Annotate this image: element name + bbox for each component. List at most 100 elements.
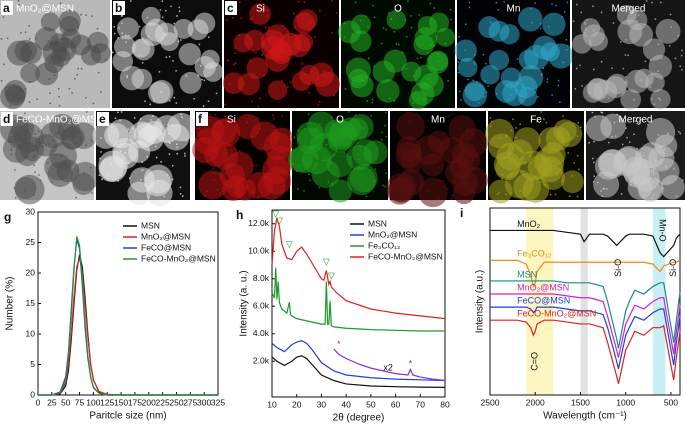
y-tick-label: 30 [26, 206, 36, 216]
speckle [573, 162, 575, 164]
speckle [495, 93, 498, 95]
speckle [654, 18, 657, 20]
speckle [565, 38, 568, 41]
speckle [154, 131, 156, 133]
speckle [343, 36, 346, 38]
speckle [182, 195, 184, 197]
particle [522, 176, 550, 203]
speckle [34, 171, 36, 174]
speckle [387, 12, 390, 14]
speckle [213, 151, 215, 153]
speckle [651, 197, 653, 199]
panel-label: MnO₂@MSN [16, 4, 74, 15]
speckle [559, 101, 561, 104]
speckle [530, 7, 532, 10]
annotation: Si-O [613, 259, 623, 277]
x-axis-label: 2θ (degree) [333, 413, 385, 424]
speckle [521, 86, 524, 88]
speckle [51, 43, 54, 46]
x-tick-label: 70 [416, 399, 426, 409]
speckle [415, 193, 418, 196]
speckle [459, 128, 461, 131]
speckle [401, 51, 404, 54]
speckle [168, 153, 171, 155]
speckle [38, 121, 40, 124]
speckle [49, 92, 51, 94]
particle [72, 172, 95, 196]
particle [383, 49, 407, 73]
speckle [53, 5, 55, 8]
legend-label: MnO₂@MSN [368, 229, 417, 239]
speckle [410, 26, 413, 29]
speckle [460, 99, 462, 101]
speckle [56, 132, 59, 134]
speckle [385, 28, 388, 31]
particle [488, 179, 513, 204]
speckle [173, 96, 176, 99]
speckle [457, 61, 460, 63]
legend-label: MSN [368, 218, 387, 228]
data-line [490, 229, 681, 258]
speckle [284, 171, 286, 174]
y-tick-label: 6.0k [253, 301, 270, 311]
particle [396, 111, 425, 141]
speckle [207, 36, 210, 39]
speckle [101, 178, 103, 181]
speckle [660, 57, 663, 60]
speckle [342, 121, 345, 123]
speckle [567, 45, 569, 47]
speckle [468, 1, 471, 4]
speckle [344, 88, 347, 90]
data-line [38, 254, 218, 396]
panel-letter: e [99, 112, 106, 126]
speckle [665, 166, 668, 169]
speckle [281, 80, 283, 82]
data-line [271, 339, 446, 382]
y-tick-label: 25 [26, 237, 36, 247]
speckle [304, 128, 306, 130]
panel-letter: b [115, 1, 122, 15]
speckle [36, 98, 38, 101]
annotation: ▽ [276, 215, 283, 225]
speckle [645, 0, 648, 2]
speckle [133, 117, 136, 119]
speckle [555, 4, 557, 7]
speckle [293, 136, 296, 139]
annotation: * [409, 358, 413, 368]
speckle [571, 137, 573, 139]
speckle [343, 151, 345, 154]
data-line [271, 355, 446, 388]
speckle [318, 79, 320, 81]
speckle [3, 63, 5, 66]
speckle [495, 1, 498, 4]
speckle [650, 169, 653, 172]
speckle [539, 27, 542, 30]
particle [59, 15, 80, 37]
speckle [172, 60, 174, 62]
speckle [317, 104, 320, 106]
speckle [110, 126, 113, 128]
x-tick-label: 50 [366, 399, 376, 409]
speckle [130, 0, 132, 2]
speckle [365, 15, 367, 17]
speckle [524, 188, 527, 191]
speckle [636, 147, 638, 150]
speckle [680, 54, 683, 57]
legend-label: FeCO-MnO₂@MSN [368, 251, 443, 261]
speckle [184, 155, 186, 157]
speckle [484, 79, 486, 82]
speckle [91, 15, 93, 17]
speckle [640, 79, 642, 81]
speckle [327, 181, 330, 183]
speckle [155, 156, 158, 159]
speckle [649, 81, 652, 83]
particle [514, 75, 538, 99]
speckle [13, 187, 16, 189]
y-tick-label: 4.0k [253, 328, 270, 338]
speckle [508, 98, 510, 100]
speckle [213, 179, 215, 181]
series-label: MnO₂ [517, 219, 541, 229]
particle [617, 19, 643, 45]
particle [233, 178, 256, 201]
